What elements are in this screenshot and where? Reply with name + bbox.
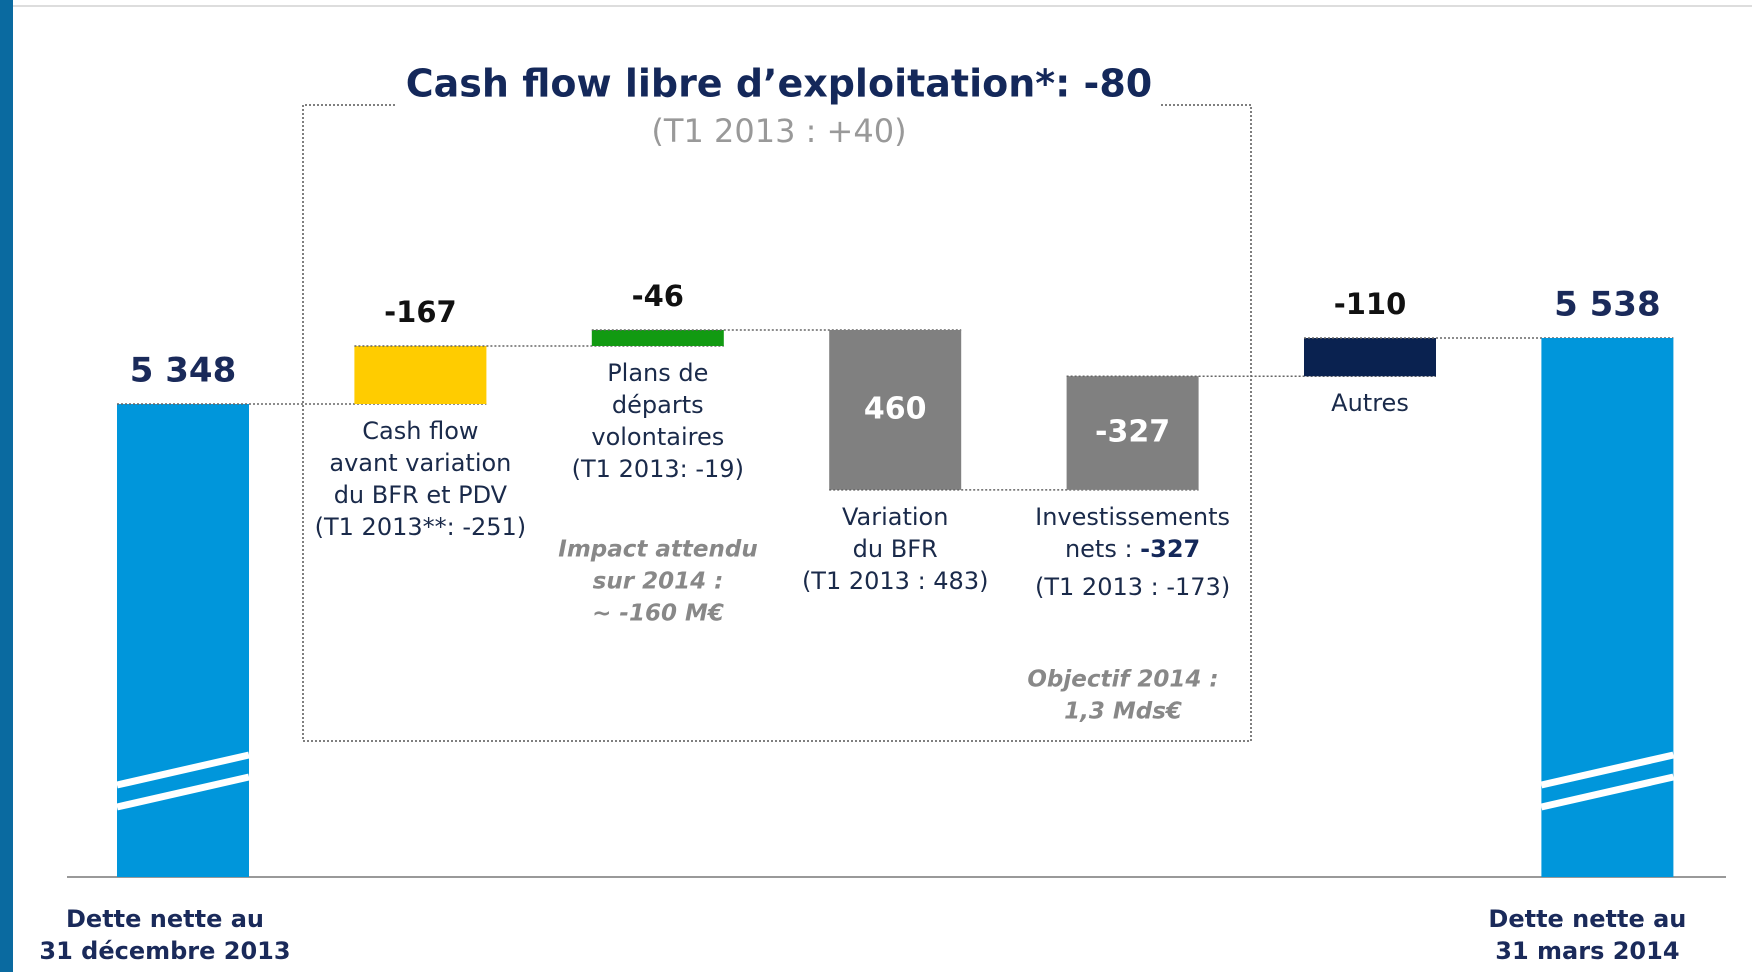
category-label: volontaires	[591, 423, 724, 451]
category-label: Plans de	[607, 359, 708, 387]
axis-break	[116, 751, 250, 789]
category-label: (T1 2013: -19)	[572, 455, 744, 483]
category-value: -327	[1140, 535, 1200, 563]
category-label: avant variation	[329, 449, 511, 477]
category-label: du BFR	[853, 535, 938, 563]
category-label: Dette nette au	[1488, 905, 1686, 933]
bar	[1066, 376, 1199, 490]
category-label: Dette nette au	[66, 905, 264, 933]
category-label: nets : -327	[1065, 535, 1200, 563]
category-label: (T1 2013**: -251)	[315, 513, 527, 541]
value-label: -327	[1095, 415, 1170, 450]
annotation: ~ -160 M€	[592, 601, 724, 627]
axis-break	[1540, 751, 1675, 789]
category-label: du BFR et PDV	[334, 481, 508, 509]
value-label: 460	[864, 391, 927, 426]
value-label: 5 538	[1554, 284, 1660, 324]
value-label: 5 348	[130, 351, 236, 391]
bar	[354, 345, 487, 405]
axis-break	[116, 773, 250, 811]
chart-title: Cash flow libre d’exploitation*: -80	[406, 62, 1152, 106]
chart-subtitle: (T1 2013 : +40)	[651, 112, 906, 150]
category-label: 31 mars 2014	[1495, 937, 1679, 965]
value-label: -46	[632, 279, 684, 313]
annotation: Objectif 2014 :	[1027, 667, 1218, 693]
category-label: (T1 2013 : 483)	[802, 567, 989, 595]
axis-break	[1540, 773, 1675, 811]
category-label: départs	[612, 391, 704, 419]
value-label: -167	[384, 295, 457, 329]
bar	[829, 330, 962, 490]
value-label: -110	[1334, 287, 1407, 321]
annotation: 1,3 Mds€	[1064, 699, 1182, 725]
group-box	[302, 104, 1252, 742]
bar	[117, 404, 249, 877]
category-label: (T1 2013 : -173)	[1035, 573, 1230, 601]
category-label: Autres	[1331, 389, 1409, 417]
category-label-part: nets :	[1065, 535, 1140, 563]
category-label: Variation	[842, 503, 948, 531]
left-border	[0, 0, 13, 972]
annotation: sur 2014 :	[593, 569, 724, 595]
category-label: Investissements	[1035, 503, 1230, 531]
annotation: Impact attendu	[558, 537, 757, 563]
bar	[591, 330, 724, 346]
category-label: Cash flow	[362, 417, 478, 445]
bar	[1541, 337, 1674, 877]
category-label: 31 décembre 2013	[39, 937, 290, 965]
bar	[1304, 337, 1436, 377]
